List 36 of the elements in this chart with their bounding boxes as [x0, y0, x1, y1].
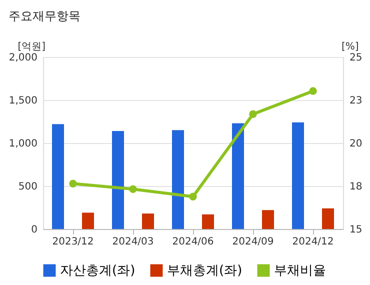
y2-tick-label: 23 — [350, 96, 362, 106]
x-tick-label: 2023/12 — [52, 236, 94, 248]
point — [309, 87, 317, 95]
x-tick-label: 2024/09 — [232, 236, 274, 248]
y2-tick-label: 25 — [350, 52, 362, 64]
y-tick-label: 1,500 — [8, 96, 38, 106]
y-tick-label: 2,000 — [8, 52, 38, 64]
bar — [142, 214, 154, 229]
x-tick-label: 2024/06 — [172, 236, 214, 248]
y2-tick-label: 18 — [350, 182, 362, 192]
x-tick-label: 2024/12 — [292, 236, 334, 248]
y2-axis-title: [%] — [342, 42, 359, 52]
chart-title: 주요재무항목 — [8, 9, 80, 23]
y-tick-label: 500 — [18, 182, 38, 192]
bar — [82, 212, 94, 229]
legend-label: 부채총계(좌) — [167, 264, 242, 279]
x-tick-label: 2024/03 — [112, 236, 154, 248]
legend-label: 자산총계(좌) — [60, 264, 136, 279]
point — [69, 180, 77, 188]
point — [129, 185, 137, 193]
bar — [172, 130, 184, 229]
bar — [202, 214, 214, 229]
bar — [52, 124, 64, 229]
bar — [232, 123, 244, 229]
y2-tick-label: 20 — [350, 138, 362, 150]
y2-tick-label: 15 — [350, 224, 362, 236]
bar — [322, 208, 334, 229]
bar — [292, 122, 304, 229]
bar — [262, 210, 274, 229]
point — [249, 110, 257, 118]
legend-label: 부채비율 — [274, 264, 326, 279]
y-axis-title: [억원] — [18, 42, 46, 52]
point — [189, 192, 197, 201]
bar — [112, 130, 124, 229]
y-tick-label: 1,000 — [8, 138, 38, 150]
y-tick-label: 0 — [31, 224, 38, 236]
